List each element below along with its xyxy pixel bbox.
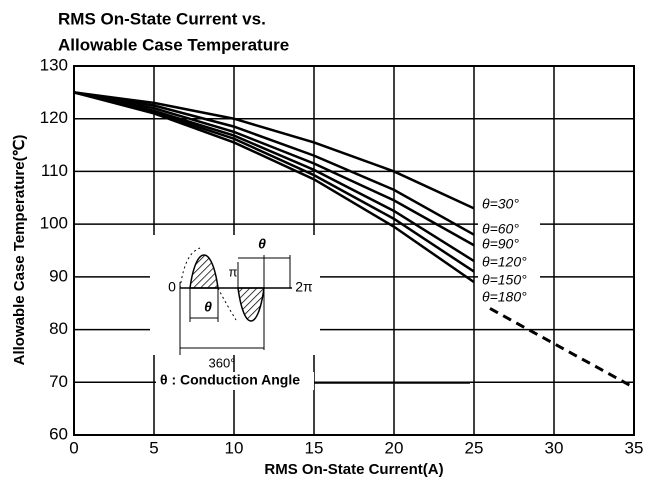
series-label: θ=90° (482, 236, 519, 252)
y-tick-label: 60 (49, 424, 68, 443)
x-tick-label: 30 (545, 438, 564, 457)
curve (73, 91, 475, 247)
series-label: θ=150° (482, 272, 527, 288)
curve (489, 307, 635, 389)
y-tick-label: 70 (49, 372, 68, 391)
series-label: θ=60° (482, 221, 519, 237)
y-tick-label: 90 (49, 266, 68, 285)
positive-half (189, 254, 219, 289)
inset-label: 360° (209, 355, 236, 370)
x-tick-label: 0 (69, 438, 78, 457)
label-bg (478, 237, 540, 253)
inset-label: 0 (168, 279, 176, 295)
inset-label: π (229, 264, 238, 279)
curve (73, 91, 475, 263)
label-bg (478, 222, 540, 238)
negative-half (237, 287, 265, 322)
x-tick-label: 15 (305, 438, 324, 457)
y-tick-label: 130 (40, 55, 68, 74)
sine-dotted (179, 247, 201, 289)
label-bg (478, 197, 540, 213)
x-axis-label: RMS On-State Current(A) (264, 461, 443, 478)
y-tick-label: 120 (40, 108, 68, 127)
curve (73, 91, 475, 210)
y-tick-label: 80 (49, 319, 68, 338)
series-label: θ=120° (482, 254, 527, 270)
x-tick-label: 5 (149, 438, 158, 457)
inset-diagram: 0 π 2π θ θ 360° θ : Conduction Angle (150, 235, 470, 390)
curve (73, 91, 475, 236)
series-label: θ=30° (482, 196, 519, 212)
x-tick-label: 25 (465, 438, 484, 457)
label-bg (478, 290, 540, 306)
x-tick-label: 35 (625, 438, 644, 457)
inset-label: θ (258, 236, 266, 252)
y-tick-label: 100 (40, 214, 68, 233)
x-tick-label: 10 (225, 438, 244, 457)
inset-label: 2π (295, 279, 313, 295)
plot-area: 60 70 80 90 100 110 120 130 0 5 10 15 20 25 30 35 θ=30° θ… (40, 55, 644, 457)
plot-frame (73, 65, 635, 436)
series-label: θ=180° (482, 289, 527, 305)
chart-title: RMS On-State Current vs. (58, 9, 266, 28)
y-tick-label: 110 (41, 161, 68, 180)
y-axis-label: Allowable Case Temperature(℃) (11, 135, 28, 366)
inset-bg (150, 235, 320, 355)
label-bg (478, 273, 540, 289)
x-tick-label: 20 (385, 438, 404, 457)
inset-label: θ (204, 299, 212, 315)
label-bg (478, 255, 540, 271)
note-bg (156, 372, 314, 390)
chart-title: Allowable Case Temperature (58, 35, 289, 54)
inset-note: θ : Conduction Angle (160, 372, 300, 388)
curve (73, 91, 475, 284)
